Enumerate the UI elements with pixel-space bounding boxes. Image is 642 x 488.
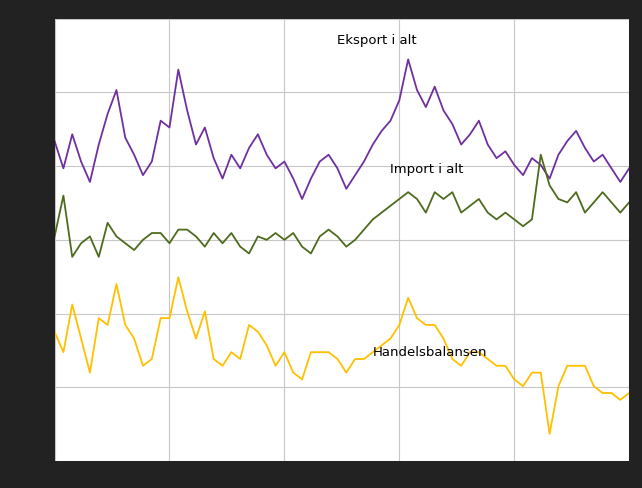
Text: Eksport i alt: Eksport i alt: [338, 34, 417, 47]
Text: Import i alt: Import i alt: [390, 163, 464, 176]
Text: Handelsbalansen: Handelsbalansen: [373, 346, 487, 359]
